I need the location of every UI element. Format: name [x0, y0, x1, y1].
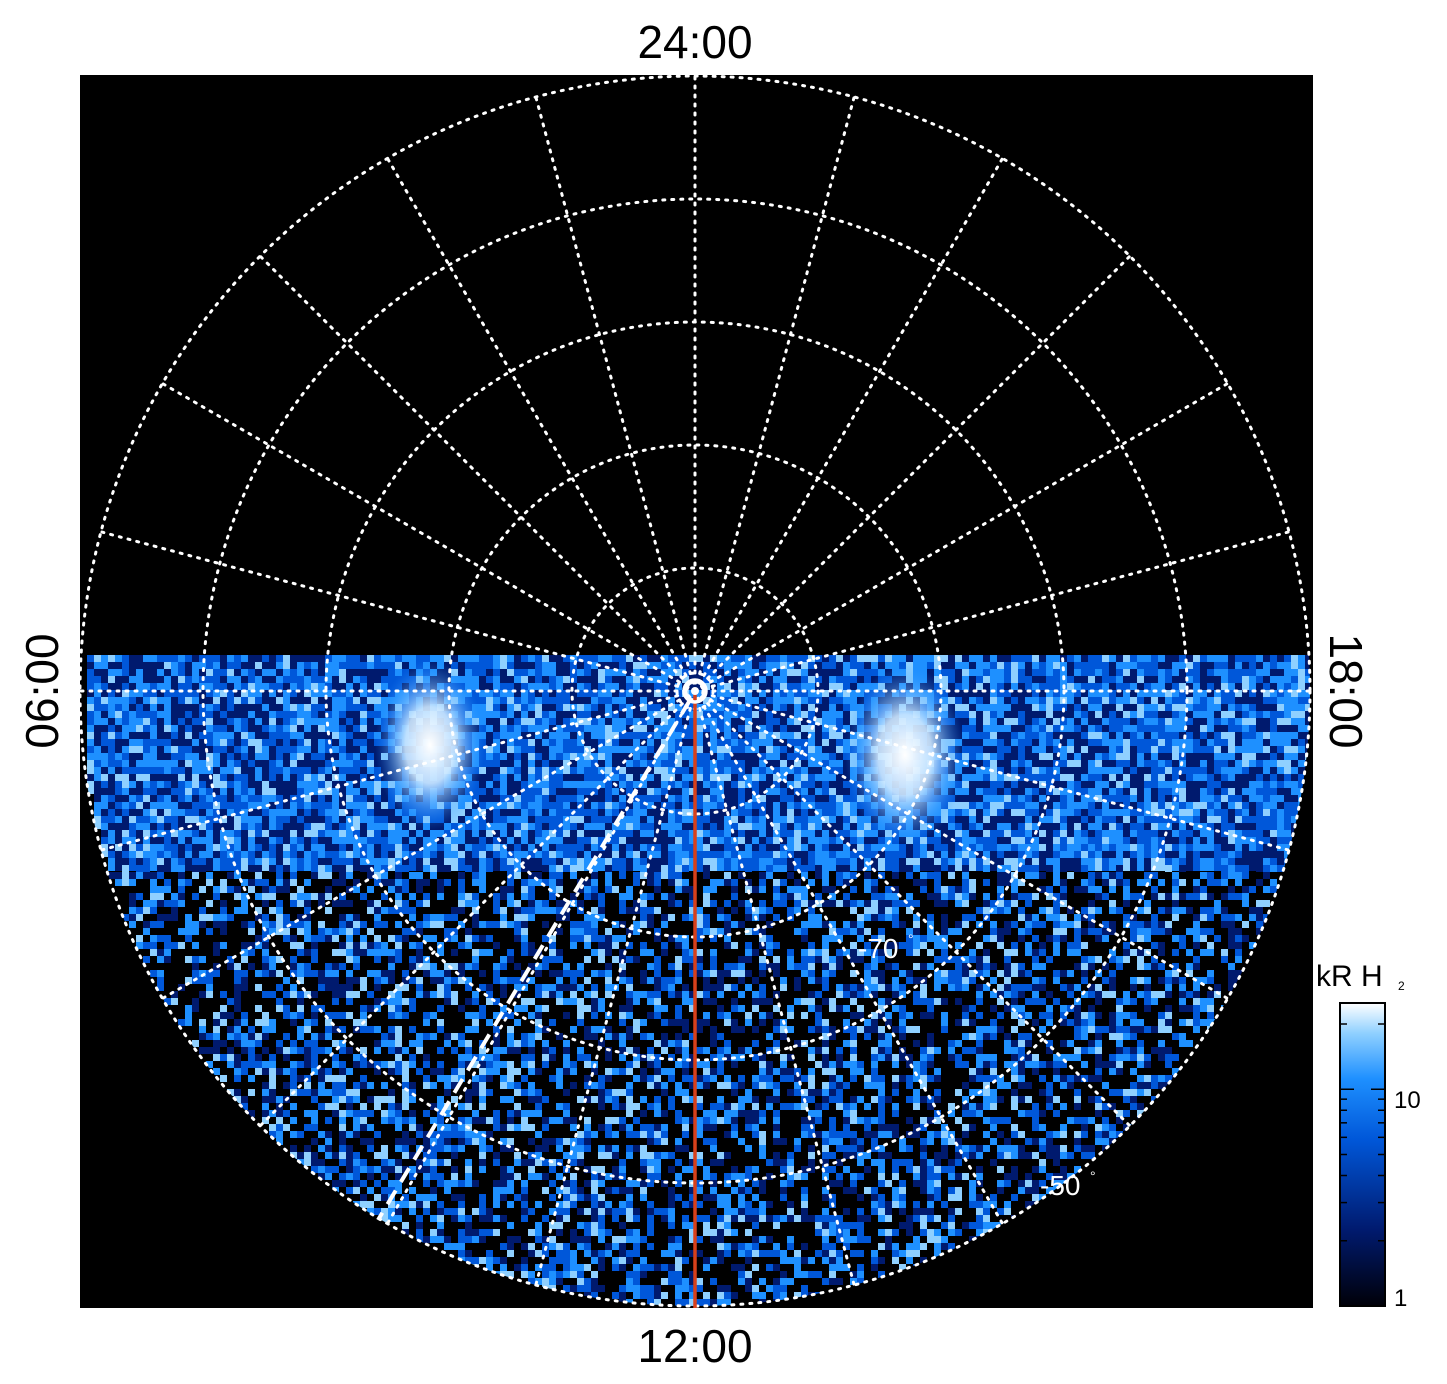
bright-emission-patches [375, 660, 965, 845]
colorbar-ticks [1340, 1023, 1385, 1242]
local-time-spoke [693, 689, 1230, 1000]
local-time-label-right: 18:00 [1320, 633, 1372, 748]
colorbar-tick-1: 1 [1394, 1285, 1407, 1312]
colorbar: kR H 2 10 1 [1316, 960, 1421, 1312]
local-time-spoke [693, 254, 1132, 693]
local-time-label-bottom: 12:00 [637, 1320, 752, 1372]
latitude-degree-50: ° [1090, 1168, 1096, 1184]
local-time-spoke [534, 95, 697, 693]
local-time-spoke [693, 689, 1004, 1226]
local-time-spoke [693, 95, 856, 693]
local-time-label-top: 24:00 [637, 16, 752, 68]
local-time-spoke [258, 254, 697, 693]
latitude-circle [570, 566, 820, 816]
local-time-spoke [693, 689, 856, 1287]
latitude-degree-70: ° [908, 931, 914, 947]
local-time-spoke [99, 530, 697, 693]
colorbar-title-subscript: 2 [1398, 979, 1405, 993]
latitude-label-70: -70 [858, 933, 898, 964]
colorbar-gradient [1339, 1002, 1386, 1307]
local-time-spoke [99, 689, 697, 852]
local-time-spoke [258, 689, 697, 1128]
local-time-spoke [160, 382, 697, 693]
local-time-spoke [693, 530, 1291, 693]
colorbar-tick-10: 10 [1394, 1087, 1421, 1114]
pole-marker-inner [691, 687, 699, 695]
colorbar-title: kR H [1316, 960, 1383, 993]
local-time-spoke [160, 689, 697, 1000]
local-time-spoke [693, 156, 1004, 693]
latitude-label-50: -50 [1040, 1170, 1080, 1201]
local-time-label-left: 06:00 [16, 633, 68, 748]
local-time-spoke [693, 689, 1291, 852]
coordinate-grid [80, 75, 1312, 1308]
footprint-track-line [376, 698, 692, 1222]
pole-marker-outer [682, 678, 708, 704]
local-time-spoke [693, 382, 1230, 693]
local-time-spoke [386, 156, 697, 693]
local-time-spoke [534, 689, 697, 1287]
local-time-spoke [693, 689, 1132, 1128]
